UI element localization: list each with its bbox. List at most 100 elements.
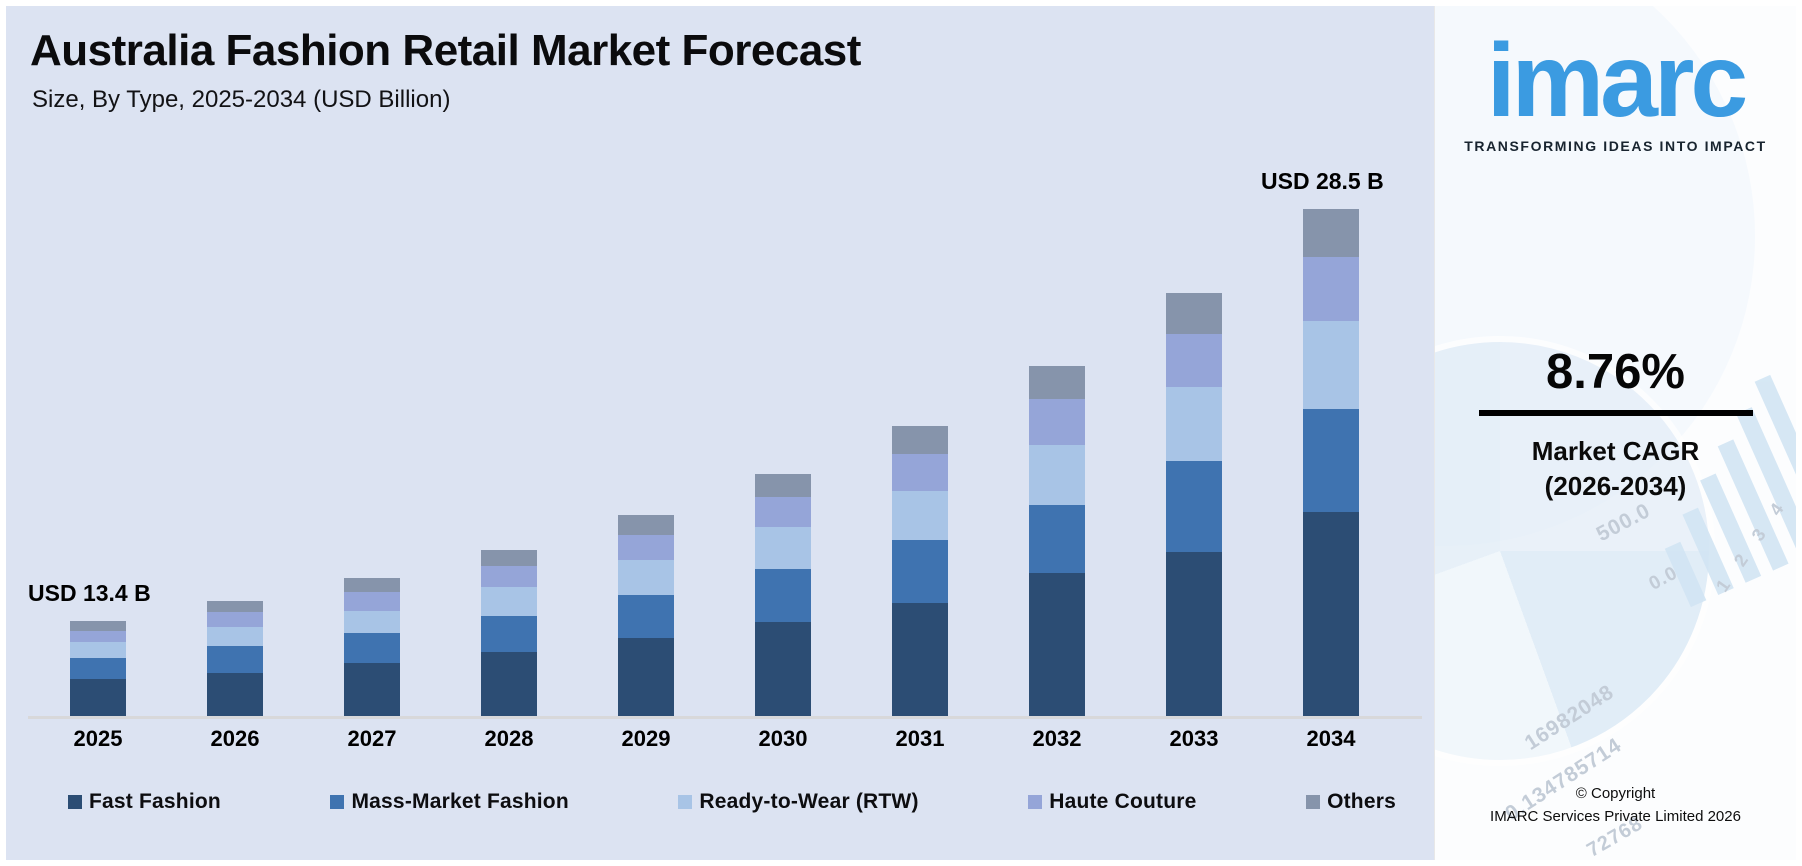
bar-segment-fast-fashion: [1303, 512, 1359, 716]
bar-2028: [481, 550, 537, 716]
bar-segment-haute-couture: [618, 535, 674, 560]
legend-swatch: [1306, 795, 1321, 809]
bar-segment-others: [1166, 293, 1222, 334]
bar-2026: [207, 601, 263, 716]
bar-segment-mass-market-fashion: [344, 633, 400, 663]
bar-2031: [892, 426, 948, 716]
bar-segment-others: [481, 550, 537, 566]
bar-2033: [1166, 293, 1222, 716]
bar-segment-fast-fashion: [70, 679, 126, 716]
bar-2030: [755, 474, 811, 716]
bar-segment-fast-fashion: [344, 663, 400, 716]
watermark-text: 500.0: [1592, 498, 1655, 547]
brand-panel: 500.0 0.0 1 2 3 4 16982048 0.134785714 72768 …: [1434, 6, 1796, 860]
copyright-line1: © Copyright: [1575, 784, 1656, 802]
bar-segment-haute-couture: [1029, 399, 1085, 445]
legend-label: Ready-to-Wear (RTW): [699, 790, 919, 813]
copyright-line2: IMARC Services Private Limited 2026: [1490, 807, 1741, 825]
legend-swatch: [1028, 795, 1043, 809]
bar-segment-ready-to-wear-rtw: [1303, 321, 1359, 409]
watermark-text: 16982048: [1520, 680, 1619, 755]
bar-segment-ready-to-wear-rtw: [1029, 445, 1085, 505]
bar-2025: [70, 621, 126, 716]
bar-2029: [618, 515, 674, 716]
bar-segment-ready-to-wear-rtw: [1166, 387, 1222, 461]
legend-item-fast-fashion: Fast Fashion: [68, 790, 221, 814]
chart-panel: Australia Fashion Retail Market Forecast…: [6, 6, 1434, 860]
watermark-text: 0.0: [1645, 562, 1682, 595]
start-value-label: USD 13.4 B: [28, 580, 151, 606]
infographic-frame: Australia Fashion Retail Market Forecast…: [6, 6, 1796, 860]
legend-label: Others: [1327, 790, 1396, 813]
legend-label: Fast Fashion: [89, 790, 221, 813]
bar-segment-fast-fashion: [1029, 573, 1085, 716]
bar-segment-mass-market-fashion: [1166, 461, 1222, 552]
bar-segment-mass-market-fashion: [892, 540, 948, 603]
page-subtitle: Size, By Type, 2025-2034 (USD Billion): [32, 86, 451, 113]
imarc-logo: imarc: [1435, 16, 1796, 146]
bar-segment-haute-couture: [755, 497, 811, 527]
legend-label: Mass-Market Fashion: [351, 790, 569, 813]
bar-segment-fast-fashion: [618, 638, 674, 716]
cagr-label-line1: Market CAGR: [1531, 436, 1700, 466]
brand-tagline: TRANSFORMING IDEAS INTO IMPACT: [1464, 138, 1767, 154]
x-axis-label-2025: 2025: [73, 726, 123, 751]
bar-segment-others: [618, 515, 674, 535]
bar-segment-mass-market-fashion: [1029, 505, 1085, 573]
bar-segment-fast-fashion: [481, 652, 537, 716]
bar-segment-mass-market-fashion: [70, 658, 126, 679]
bar-segment-fast-fashion: [207, 673, 263, 716]
bar-segment-ready-to-wear-rtw: [892, 491, 948, 540]
bar-segment-ready-to-wear-rtw: [207, 627, 263, 646]
bar-segment-fast-fashion: [892, 603, 948, 716]
cagr-value: 8.76%: [1546, 345, 1685, 399]
decorative-pie-chart: [1435, 336, 1715, 766]
bar-segment-haute-couture: [70, 631, 126, 642]
bar-segment-mass-market-fashion: [755, 569, 811, 622]
bar-segment-haute-couture: [207, 612, 263, 627]
bar-segment-ready-to-wear-rtw: [70, 642, 126, 658]
bar-segment-mass-market-fashion: [1303, 409, 1359, 512]
bar-2034: [1303, 209, 1359, 716]
bar-segment-ready-to-wear-rtw: [755, 527, 811, 569]
x-axis-label-2030: 2030: [758, 726, 808, 751]
bar-segment-mass-market-fashion: [481, 616, 537, 652]
x-axis-label-2031: 2031: [895, 726, 945, 751]
bar-segment-others: [70, 621, 126, 631]
bar-segment-fast-fashion: [755, 622, 811, 716]
legend-swatch: [678, 795, 693, 809]
legend-swatch: [68, 795, 82, 809]
legend-item-haute-couture: Haute Couture: [1028, 790, 1196, 814]
x-axis-label-2029: 2029: [621, 726, 671, 751]
bar-2032: [1029, 366, 1085, 716]
bar-segment-fast-fashion: [1166, 552, 1222, 716]
bar-segment-haute-couture: [344, 592, 400, 611]
cagr-label: Market CAGR (2026-2034): [1435, 434, 1796, 504]
bar-segment-haute-couture: [1166, 334, 1222, 387]
x-axis-label-2027: 2027: [347, 726, 397, 751]
x-axis-label-2028: 2028: [484, 726, 534, 751]
copyright-notice: © Copyright IMARC Services Private Limit…: [1435, 782, 1796, 829]
end-value-label: USD 28.5 B: [1261, 168, 1384, 194]
page-title: Australia Fashion Retail Market Forecast: [30, 26, 861, 75]
bar-segment-mass-market-fashion: [207, 646, 263, 673]
legend-item-others: Others: [1306, 790, 1396, 814]
bar-segment-mass-market-fashion: [618, 595, 674, 638]
bar-segment-ready-to-wear-rtw: [481, 587, 537, 616]
bar-segment-ready-to-wear-rtw: [344, 611, 400, 633]
x-axis-label-2026: 2026: [210, 726, 260, 751]
bar-segment-ready-to-wear-rtw: [618, 560, 674, 595]
legend: Fast Fashion Mass-Market Fashion Ready-to-…: [68, 790, 1396, 814]
bar-segment-others: [892, 426, 948, 454]
bar-2027: [344, 578, 400, 716]
imarc-logo-text: imarc: [1486, 23, 1749, 139]
bar-segment-others: [344, 578, 400, 592]
bar-segment-others: [1303, 209, 1359, 257]
bar-segment-haute-couture: [892, 454, 948, 491]
bar-segment-others: [1029, 366, 1085, 399]
x-axis-label-2033: 2033: [1169, 726, 1219, 751]
x-axis-label-2032: 2032: [1032, 726, 1082, 751]
bar-segment-haute-couture: [1303, 257, 1359, 321]
watermark-text: 1 2 3 4: [1712, 492, 1793, 596]
bar-segment-haute-couture: [481, 566, 537, 587]
